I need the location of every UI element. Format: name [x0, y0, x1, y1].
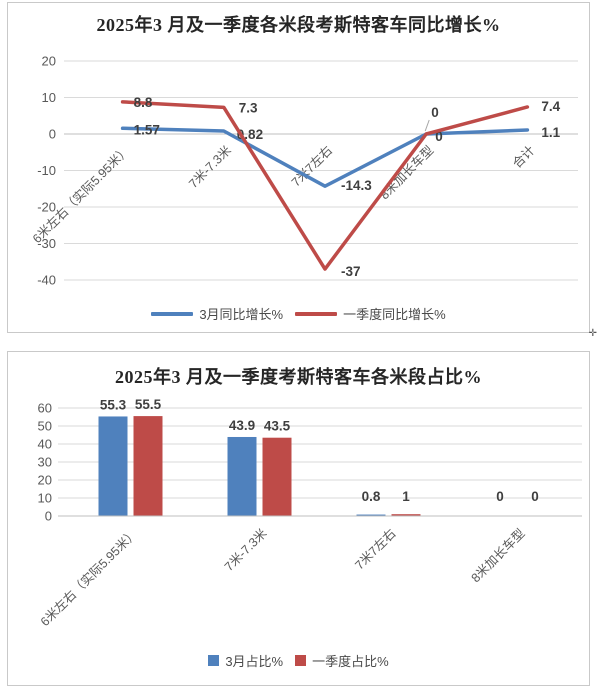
data-label-leader-line [424, 119, 430, 132]
y-axis-tick-label: 30 [38, 455, 52, 470]
bar-series-1 [133, 416, 163, 516]
y-axis-tick-label: 50 [38, 419, 52, 434]
share-chart-legend: 3月占比% 一季度占比% [8, 651, 589, 670]
cursor-artifact: ✛ [588, 328, 597, 339]
bar-series-1 [391, 514, 421, 516]
data-label: 1.1 [541, 125, 560, 140]
y-axis-tick-label: -30 [37, 236, 56, 251]
x-axis-category-label: 8米加长车型 [468, 526, 528, 586]
data-label: 1.57 [134, 122, 160, 137]
data-label: 0 [435, 129, 443, 144]
growth-chart-legend: 3月同比增长% 一季度同比增长% [8, 304, 589, 323]
x-axis-category-label: 6米左右（实际5.95米） [29, 143, 132, 246]
series-line-0 [120, 126, 530, 188]
series-line-1 [120, 100, 530, 271]
data-label: 55.3 [100, 397, 127, 412]
x-axis-category-label: 7米7左右 [352, 526, 399, 573]
y-axis-tick-label: 0 [49, 127, 56, 142]
y-axis-tick-label: -40 [37, 273, 56, 288]
growth-chart-panel: 20 10 0 -10 -20 -30 -40 6米左右（实际5.95米） 7米-7.3米 7米7… [7, 2, 597, 339]
x-axis-category-label: 7米7左右 [288, 143, 335, 190]
legend-label-quarter-yoy: 一季度同比增长% [343, 307, 446, 322]
data-label: -14.3 [341, 178, 372, 193]
bar-series-1 [262, 437, 292, 516]
data-label: 43.9 [229, 418, 255, 433]
data-label: 43.5 [264, 419, 291, 434]
legend-label-march-yoy: 3月同比增长% [199, 307, 284, 322]
data-label: 7.4 [541, 99, 560, 114]
y-axis-tick-label: 10 [38, 491, 52, 506]
data-label: 55.5 [135, 397, 162, 412]
x-axis-category-label: 7米-7.3米 [186, 143, 234, 191]
legend-item-quarter-yoy: 一季度同比增长% [295, 304, 446, 323]
legend-label-march-share: 3月占比% [225, 654, 284, 669]
x-axis-category-label: 7米-7.3米 [222, 526, 270, 574]
legend-item-march-yoy: 3月同比增长% [151, 304, 283, 323]
quarter-share-square-swatch [295, 655, 307, 666]
data-label: 0 [431, 105, 439, 120]
y-axis-tick-label: 0 [45, 509, 52, 524]
x-axis-category-label: 合计 [509, 143, 537, 171]
march-yoy-line-swatch [151, 311, 194, 316]
share-chart-title: 2025年3 月及一季度考斯特客车各米段占比% [115, 367, 482, 387]
data-label: 0 [531, 489, 539, 504]
bar-series-0 [227, 436, 257, 516]
y-axis-tick-label: -10 [37, 163, 56, 178]
share-chart-panel: 60 50 40 30 20 10 0 6米左右（实际5.95米） 7米-7.3米 7米7左右 8米… [7, 351, 590, 686]
x-axis-category-label: 6米左右（实际5.95米） [37, 526, 140, 629]
legend-label-quarter-share: 一季度占比% [312, 654, 389, 669]
legend-item-march-share: 3月占比% [208, 651, 283, 670]
y-axis-tick-label: 60 [38, 401, 52, 416]
march-share-square-swatch [208, 655, 220, 666]
y-axis-tick-label: 20 [38, 473, 52, 488]
data-label: 0 [496, 489, 504, 504]
y-axis-tick-label: 10 [42, 90, 56, 105]
data-label: 0.8 [362, 489, 381, 504]
quarter-yoy-line-swatch [295, 311, 338, 316]
y-axis-tick-label: 40 [38, 437, 52, 452]
growth-chart-title: 2025年3 月及一季度各米段考斯特客车同比增长% [96, 15, 501, 35]
growth-line-chart-plot: 20 10 0 -10 -20 -30 -40 6米左右（实际5.95米） 7米-7.3米 7米7… [29, 54, 578, 288]
y-axis-tick-label: -20 [37, 200, 56, 215]
bar-series-0 [98, 416, 128, 516]
data-label: 7.3 [239, 100, 258, 115]
x-axis-category-label: 8米加长车型 [377, 143, 437, 203]
y-axis-tick-label: 20 [42, 54, 56, 69]
data-label: -37 [341, 264, 361, 279]
data-label: 8.8 [134, 95, 153, 110]
legend-item-quarter-share: 一季度占比% [295, 651, 389, 670]
bar-series-0 [356, 514, 386, 516]
data-label: 1 [402, 489, 410, 504]
